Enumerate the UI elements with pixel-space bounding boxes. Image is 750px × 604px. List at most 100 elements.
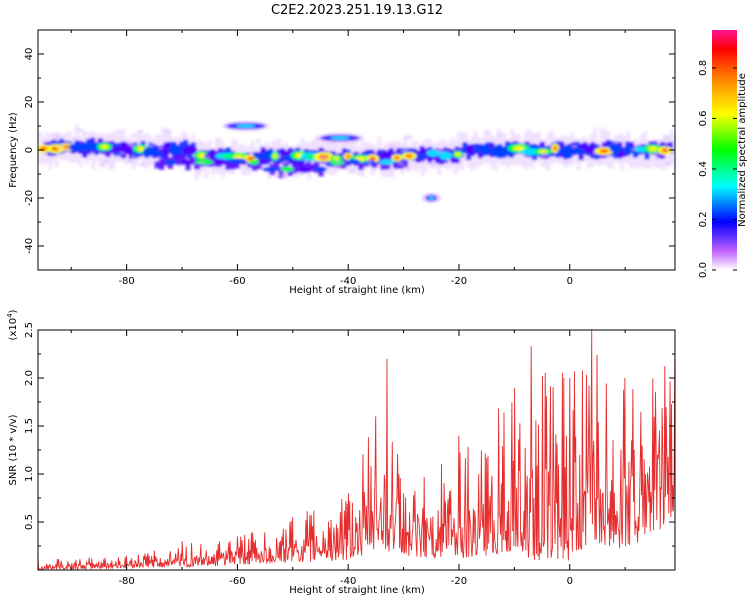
heatmap-blob — [648, 146, 658, 151]
colorbar-tick-label: 0.4 — [698, 161, 709, 177]
spectrogram-axes: -80 -60 -40 -20 0 -40 -20 0 20 40 — [24, 29, 675, 287]
snr-axes: -80 -60 -40 -20 0 0.5 1.0 1.5 2.0 2.5 — [24, 322, 675, 587]
heatmap-speck — [205, 156, 211, 160]
heatmap-cell — [189, 156, 196, 165]
heatmap-speck — [665, 161, 673, 165]
heatmap-speck — [76, 128, 83, 132]
heatmap-speck — [436, 149, 445, 153]
heatmap-cell — [256, 158, 262, 170]
heatmap-speck — [321, 155, 327, 159]
heatmap-speck — [126, 159, 133, 163]
heatmap-speck — [127, 143, 133, 147]
heatmap-blob — [182, 145, 198, 155]
heatmap-blob — [194, 159, 214, 165]
heatmap-cell — [278, 167, 284, 179]
y-tick-label: 0.5 — [24, 514, 35, 530]
heatmap-cell — [344, 158, 351, 166]
heatmap-speck — [139, 163, 145, 167]
heatmap-cell — [629, 140, 635, 169]
heatmap-blob — [345, 154, 351, 159]
heatmap-speck — [113, 154, 120, 158]
heatmap-blob — [262, 166, 279, 172]
heatmap-blob — [465, 144, 475, 154]
heatmap-blob — [123, 145, 134, 153]
heatmap-speck — [400, 149, 409, 153]
heatmap-speck — [497, 132, 505, 136]
snr-multiplier-label: (x104) — [6, 309, 19, 340]
x-tick-label: -80 — [118, 276, 134, 287]
snr-xlabel: Height of straight line (km) — [289, 585, 425, 596]
y-tick-label: 40 — [24, 48, 35, 61]
heatmap-cell — [672, 134, 675, 169]
heatmap-speck — [90, 152, 95, 156]
heatmap-speck — [164, 130, 172, 134]
heatmap-cell — [309, 163, 315, 172]
heatmap-speck — [54, 137, 60, 141]
heatmap-speck — [137, 129, 144, 133]
heatmap-cell — [365, 149, 371, 161]
heatmap-speck — [403, 135, 410, 139]
heatmap-cell — [574, 141, 580, 155]
heatmap-cell — [282, 160, 289, 172]
heatmap-blob — [227, 158, 248, 164]
heatmap-blob — [394, 156, 400, 160]
spectrogram-xlabel: Height of straight line (km) — [289, 285, 425, 296]
x-tick-label: -40 — [340, 576, 356, 587]
x-tick-label: -60 — [229, 576, 245, 587]
heatmap-blob — [473, 144, 491, 152]
heatmap-cell — [318, 167, 324, 177]
heatmap-blob — [553, 145, 558, 151]
y-tick-label: 1.0 — [24, 466, 35, 482]
heatmap-cell — [304, 162, 311, 173]
heatmap-cell — [273, 161, 280, 171]
heatmap-cell — [393, 160, 400, 169]
heatmap-speck — [198, 161, 205, 165]
x-tick-label: -80 — [118, 576, 134, 587]
heatmap-speck — [275, 154, 282, 158]
heatmap-blob — [439, 151, 453, 160]
heatmap-speck — [446, 159, 451, 163]
heatmap-blob — [347, 158, 360, 164]
heatmap-cell — [632, 146, 638, 158]
heatmap-cell — [176, 154, 183, 166]
heatmap-speck — [630, 148, 638, 152]
heatmap-speck — [131, 144, 138, 148]
heatmap-speck — [563, 161, 571, 165]
heatmap-speck — [130, 133, 135, 137]
heatmap-cell — [423, 148, 429, 160]
heatmap-speck — [653, 152, 659, 156]
heatmap-speck — [282, 160, 289, 164]
heatmap-cell — [225, 160, 231, 170]
heatmap-speck — [571, 144, 578, 148]
heatmap-cell — [260, 154, 267, 165]
heatmap-speck — [114, 129, 121, 133]
heatmap-speck — [119, 151, 125, 155]
y-tick-label: 1.5 — [24, 418, 35, 434]
spectrogram-panel: -80 -60 -40 -20 0 -40 -20 0 20 40 Height of strai… — [8, 29, 676, 296]
snr-panel: -80 -60 -40 -20 0 0.5 1.0 1.5 2.0 2.5 Height of s… — [6, 309, 676, 596]
heatmap-blob — [314, 166, 327, 172]
heatmap-blob — [332, 156, 340, 160]
y-tick-label: 2.5 — [24, 322, 35, 338]
heatmap-cell — [358, 158, 364, 170]
heatmap-cell — [644, 144, 650, 160]
heatmap-speck — [334, 160, 341, 164]
heatmap-speck — [130, 155, 136, 159]
heatmap-speck — [663, 136, 670, 140]
heatmap-speck — [427, 163, 435, 167]
heatmap-blob — [623, 145, 633, 155]
heatmap-speck — [396, 162, 405, 166]
heatmap-speck — [97, 163, 105, 167]
heatmap-cell — [380, 161, 386, 170]
heatmap-blob — [417, 153, 426, 160]
heatmap-cell — [621, 147, 627, 157]
heatmap-cell — [450, 149, 456, 163]
heatmap-speck — [158, 146, 163, 150]
colorbar-tick-label: 0.2 — [698, 212, 709, 228]
x-tick-label: -20 — [451, 276, 467, 287]
heatmap-cell — [121, 141, 127, 159]
heatmap-speck — [461, 154, 468, 158]
heatmap-cell — [234, 161, 240, 169]
heatmap-cell — [384, 159, 391, 170]
heatmap-cell — [649, 140, 654, 168]
